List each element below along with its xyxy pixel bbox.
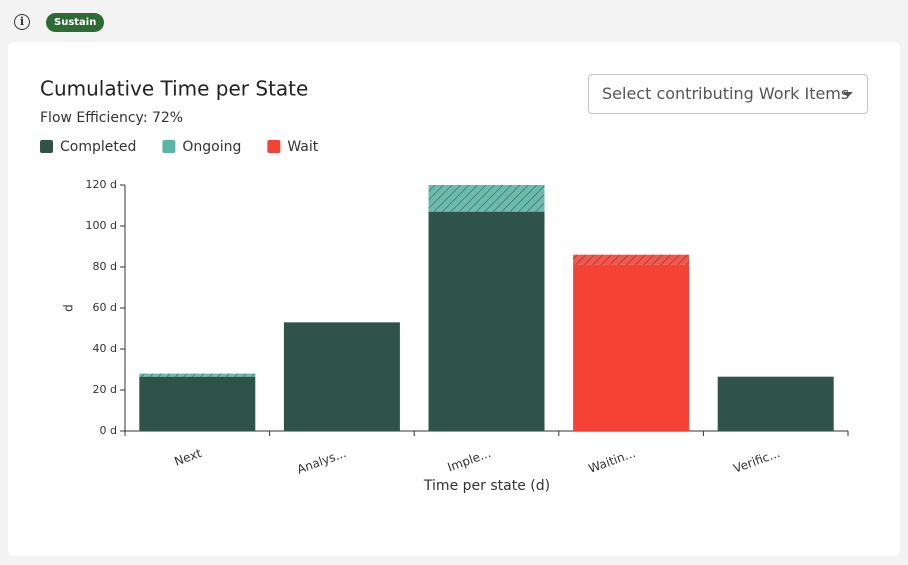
x-tick-label: Waitin... [587,446,638,476]
y-tick-label: 120 d [86,178,117,191]
x-tick-label: Verific... [732,446,782,476]
info-icon[interactable]: i [14,14,30,30]
bar-segment [717,376,834,431]
legend-label: Wait [287,139,318,155]
y-tick-label: 40 d [93,342,117,355]
x-tick-label: Analys... [295,446,348,477]
bar-segment [573,254,690,265]
bar-segment [573,264,690,431]
legend-label: Ongoing [182,139,241,155]
legend-swatch [162,140,176,153]
caret [843,92,853,97]
y-axis-title: d [62,304,76,312]
y-tick-label: 60 d [93,301,117,314]
chart-title: Cumulative Time per State [40,77,308,101]
bar-segment [428,185,545,212]
x-tick-label: Next [172,446,203,469]
bar-segment [139,373,256,377]
y-tick-label: 80 d [93,260,117,273]
dropdown-placeholder: Select contributing Work Items [602,84,850,103]
bar-segment [428,211,545,431]
y-tick-label: 100 d [86,219,117,232]
bar-segment [139,376,256,431]
bar-segment [283,322,400,431]
legend-swatch [40,140,53,153]
x-axis-title: Time per state (d) [423,478,550,494]
badge: Sustain [46,13,105,32]
legend-label: Completed [60,139,136,155]
y-tick-label: 20 d [93,383,117,396]
work-items-dropdown[interactable]: Select contributing Work Items [588,74,868,114]
chart-subtitle: Flow Efficiency: 72% [40,110,183,126]
x-tick-label: Imple... [446,446,493,475]
y-tick-label: 0 d [100,424,117,437]
legend-swatch [267,140,281,153]
